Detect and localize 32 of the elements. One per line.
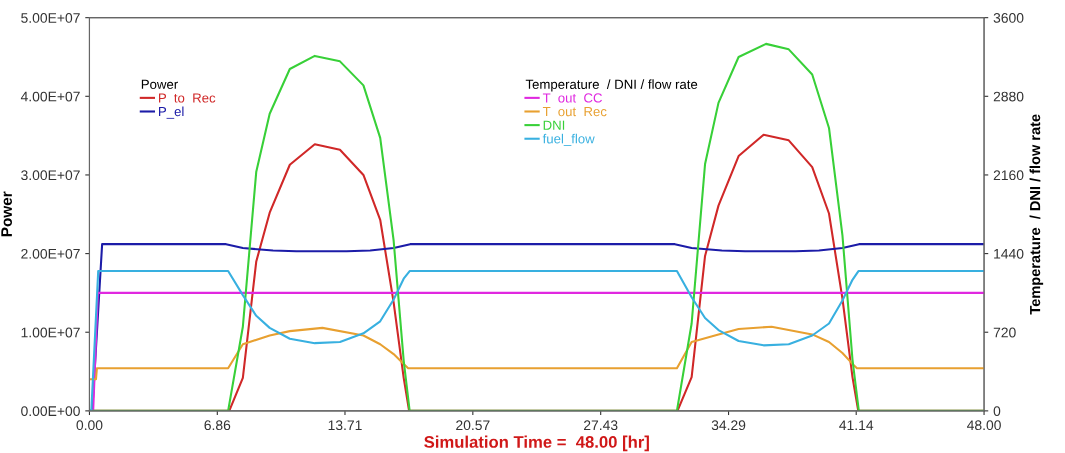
x-tick-label: 0.00 [76, 420, 103, 431]
y-tick-label: 4.00E+07 [20, 91, 80, 102]
x-tick-label: 27.43 [584, 420, 618, 431]
legend-label: T out Rec [542, 107, 607, 117]
text: Temperature / DNI / flow rate [1029, 114, 1044, 315]
y-axis-title: Power [141, 79, 178, 89]
text: Power [1, 191, 12, 237]
legend-label: P to Rec [159, 93, 216, 103]
x-tick-label: 13.71 [328, 420, 362, 431]
x-tick-label: 34.29 [711, 420, 746, 431]
x-tick-label: 6.86 [204, 420, 231, 431]
y2-tick-label: 2160 [993, 170, 1024, 181]
y2-tick-label: 3600 [993, 13, 1024, 23]
legend-label: fuel_flow [542, 133, 595, 146]
y-tick-label: 0.00E+00 [21, 406, 80, 417]
y2-tick-label: 720 [993, 327, 1016, 338]
x-axis-title: Simulation Time = 48.00 [hr] [424, 435, 649, 452]
y2-tick-label: 0 [993, 406, 1001, 417]
legend-label: T out CC [542, 93, 603, 103]
x-tick-label: 41.14 [839, 420, 874, 430]
y2-tick-label: 1440 [994, 248, 1024, 259]
y-tick-label: 3.00E+07 [21, 170, 80, 181]
x-tick-label: 20.57 [456, 420, 490, 431]
legend-label: DNI [543, 120, 565, 130]
y2-tick-label: 2880 [993, 91, 1024, 102]
line-series [89, 325, 985, 381]
x-tick-label: 48.00 [967, 420, 1001, 431]
y-tick-label: 5.00E+07 [21, 13, 80, 23]
y2-axis-title: Temperature / DNI / flow rate [525, 79, 698, 92]
y-tick-label: 2.00E+07 [21, 248, 80, 259]
y-tick-label: 1.00E+07 [21, 327, 80, 338]
legend-label: P_el [159, 106, 184, 119]
